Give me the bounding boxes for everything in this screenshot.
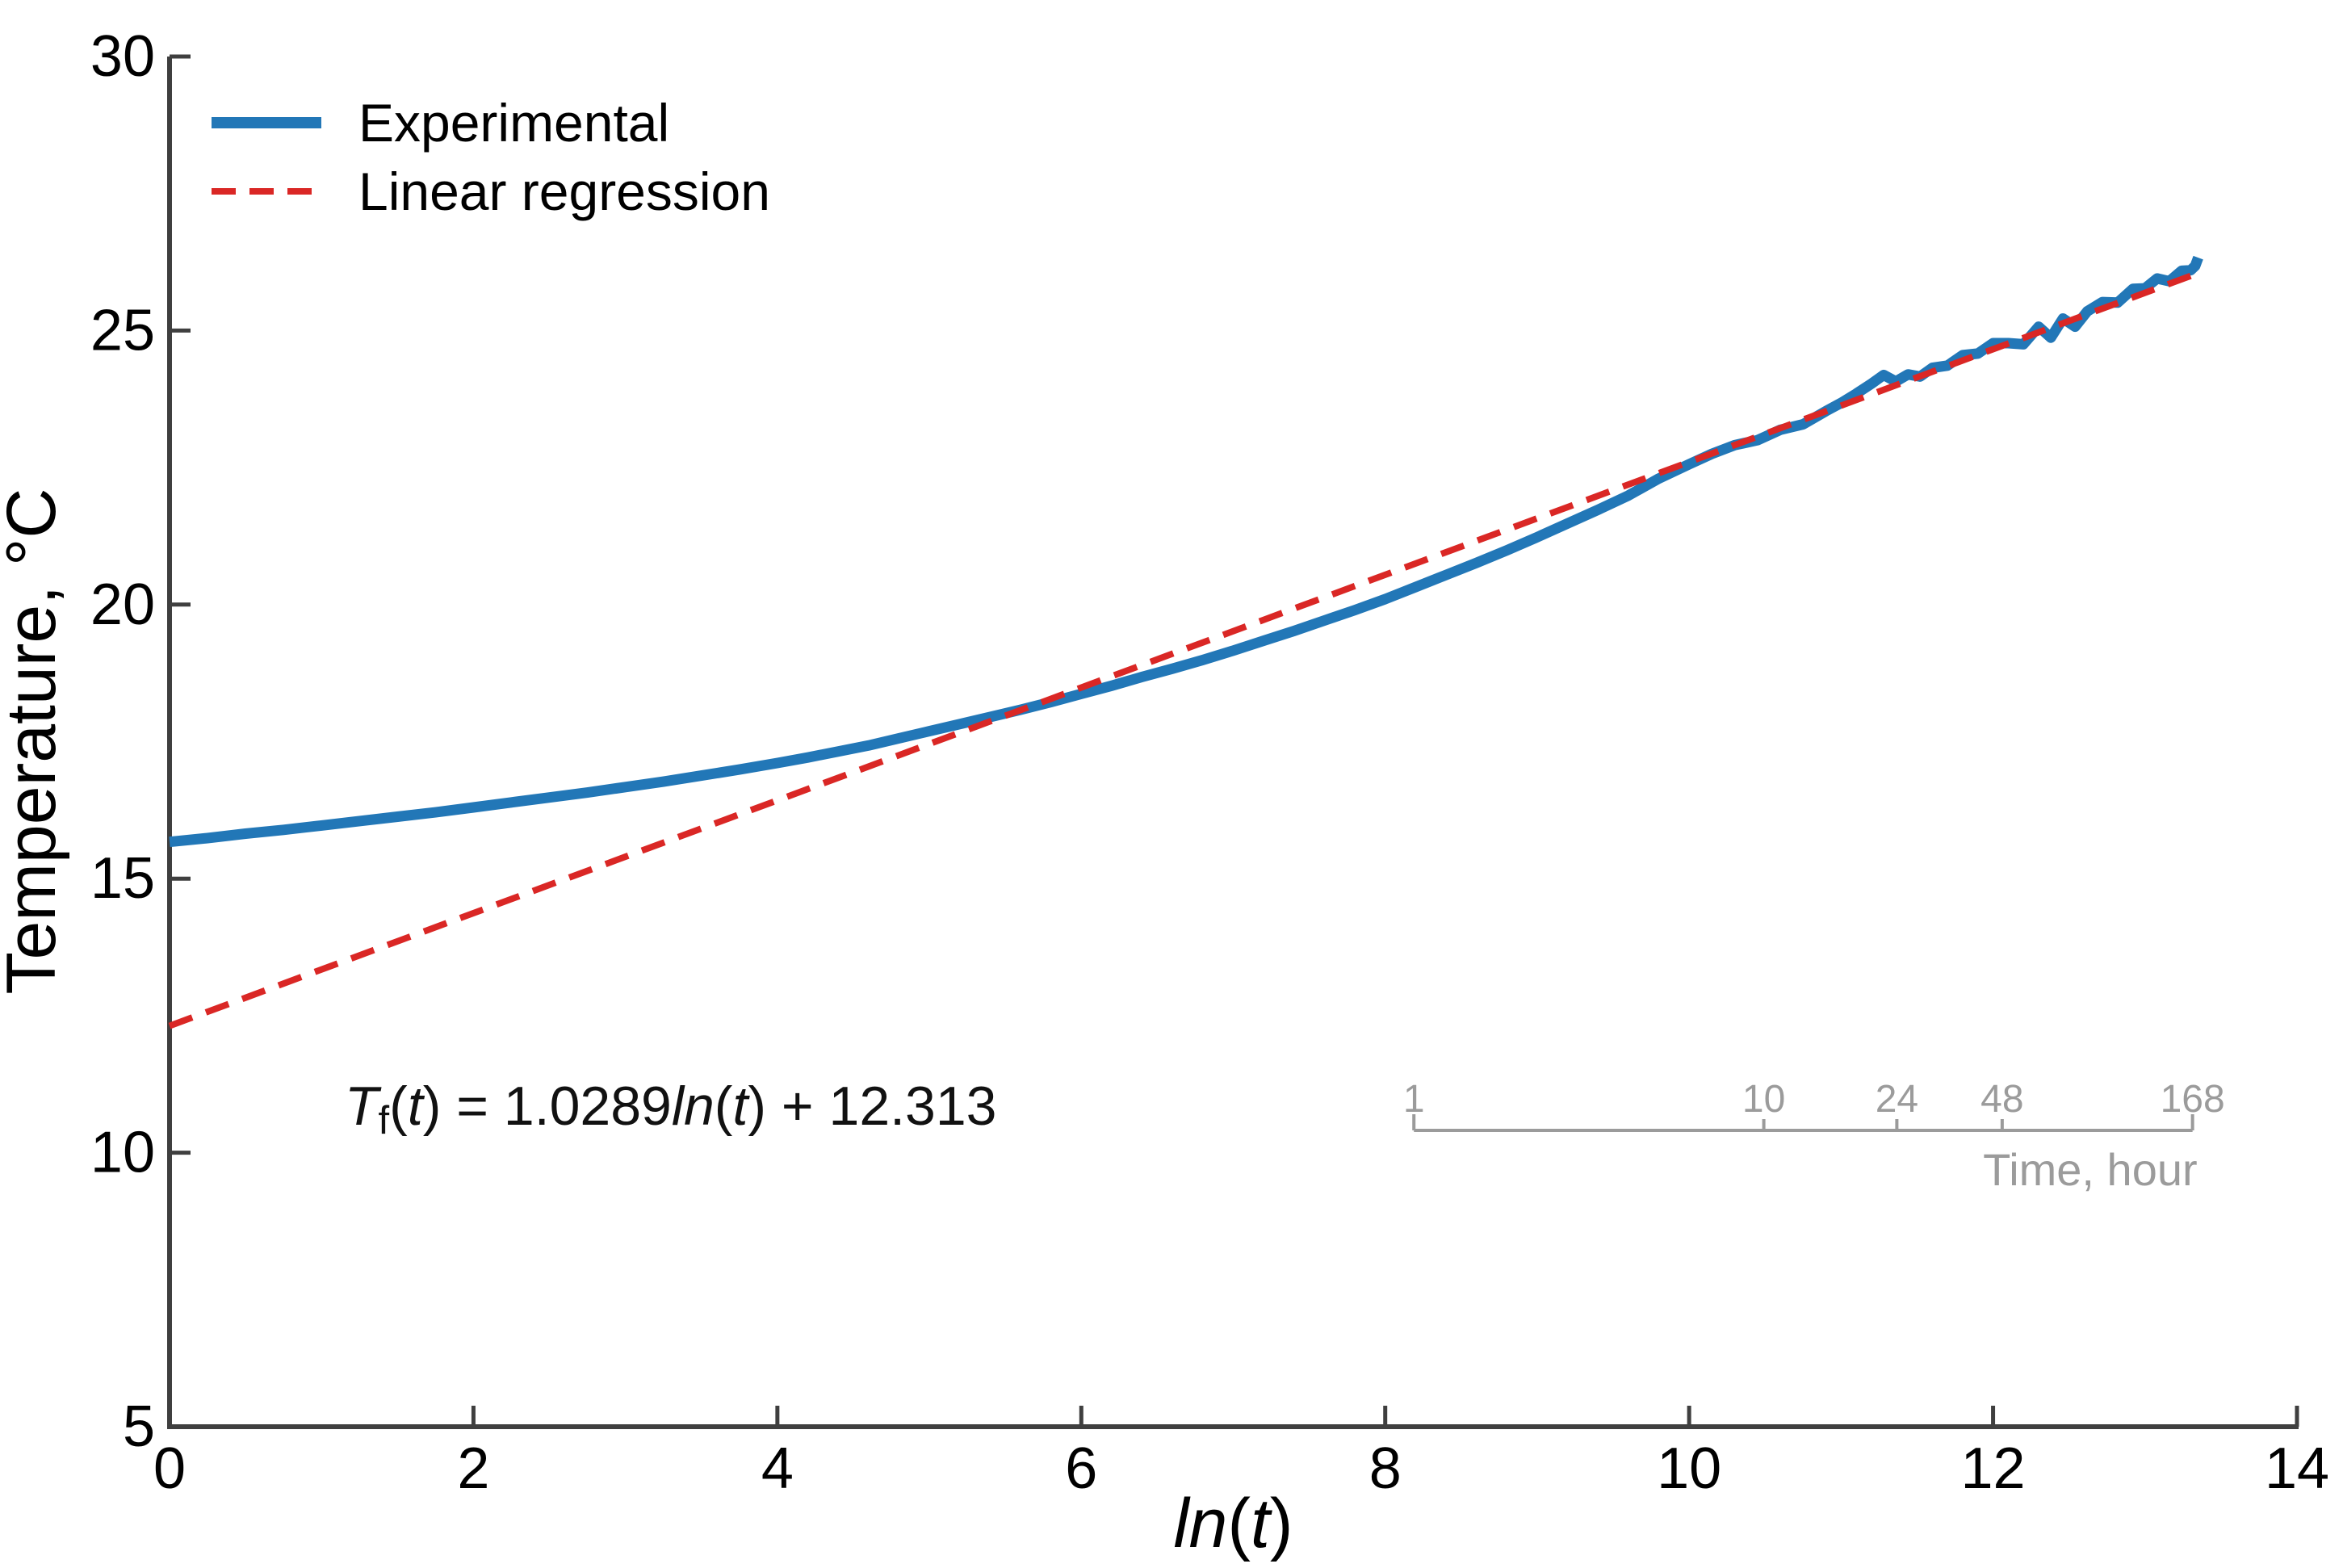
legend-label: Experimental — [358, 93, 669, 153]
y-tick-label: 30 — [90, 24, 155, 89]
equation-t: t — [407, 1075, 423, 1137]
series-regression-line — [168, 270, 2197, 1029]
time-axis-tick-label: 168 — [2161, 1078, 2225, 1121]
series-experimental-line — [169, 255, 2203, 848]
time-axis-tick-label: 1 — [1403, 1078, 1425, 1121]
legend: Experimental Linear regression — [212, 93, 770, 221]
x-axis-label: ln(t) — [1173, 1485, 1293, 1562]
x-tick-label: 12 — [1961, 1436, 2026, 1501]
regression-equation: Tf(t) = 1.0289ln(t) + 12.313 — [345, 1079, 997, 1140]
equation-plus: + — [766, 1075, 829, 1137]
x-tick-label: 4 — [761, 1436, 794, 1501]
x-tick-label: 0 — [153, 1436, 186, 1501]
x-tick-label: 10 — [1657, 1436, 1721, 1501]
equation-paren: ) — [748, 1075, 767, 1137]
y-tick-label: 20 — [90, 572, 155, 637]
axis-labels: ln(t)Temperature, °C — [0, 488, 1293, 1562]
y-tick-label: 10 — [90, 1121, 155, 1185]
equation-equals: = — [441, 1075, 504, 1137]
secondary-time-axis: 1 10 24 48 168 Time, hour — [1403, 1078, 2225, 1195]
y-tick-label: 15 — [90, 846, 155, 911]
y-axis-label: Temperature, °C — [0, 488, 70, 994]
x-tick-label: 6 — [1065, 1436, 1097, 1501]
equation-intercept: 12.313 — [828, 1075, 997, 1137]
equation-subscript-f: f — [378, 1098, 390, 1142]
y-tick-label: 25 — [90, 298, 155, 363]
legend-label: Linear regression — [358, 161, 770, 221]
x-tick-label: 14 — [2265, 1436, 2329, 1501]
equation-T: T — [345, 1075, 379, 1137]
time-axis-tick-label: 10 — [1742, 1078, 1785, 1121]
x-tick-label: 2 — [457, 1436, 489, 1501]
equation-paren: ( — [389, 1075, 408, 1137]
equation-slope: 1.0289 — [503, 1075, 672, 1137]
data-series — [168, 255, 2203, 1029]
y-tick-label: 5 — [123, 1394, 155, 1459]
time-axis-label: Time, hour — [1983, 1144, 2198, 1195]
equation-ln: ln — [671, 1075, 715, 1137]
equation-paren: ( — [714, 1075, 733, 1137]
equation-t: t — [732, 1075, 748, 1137]
time-axis-tick-label: 48 — [1980, 1078, 2023, 1121]
x-tick-label: 8 — [1369, 1436, 1402, 1501]
time-axis-tick-label: 24 — [1876, 1078, 1918, 1121]
equation-paren: ) — [422, 1075, 442, 1137]
axis-spines — [167, 57, 2299, 1429]
